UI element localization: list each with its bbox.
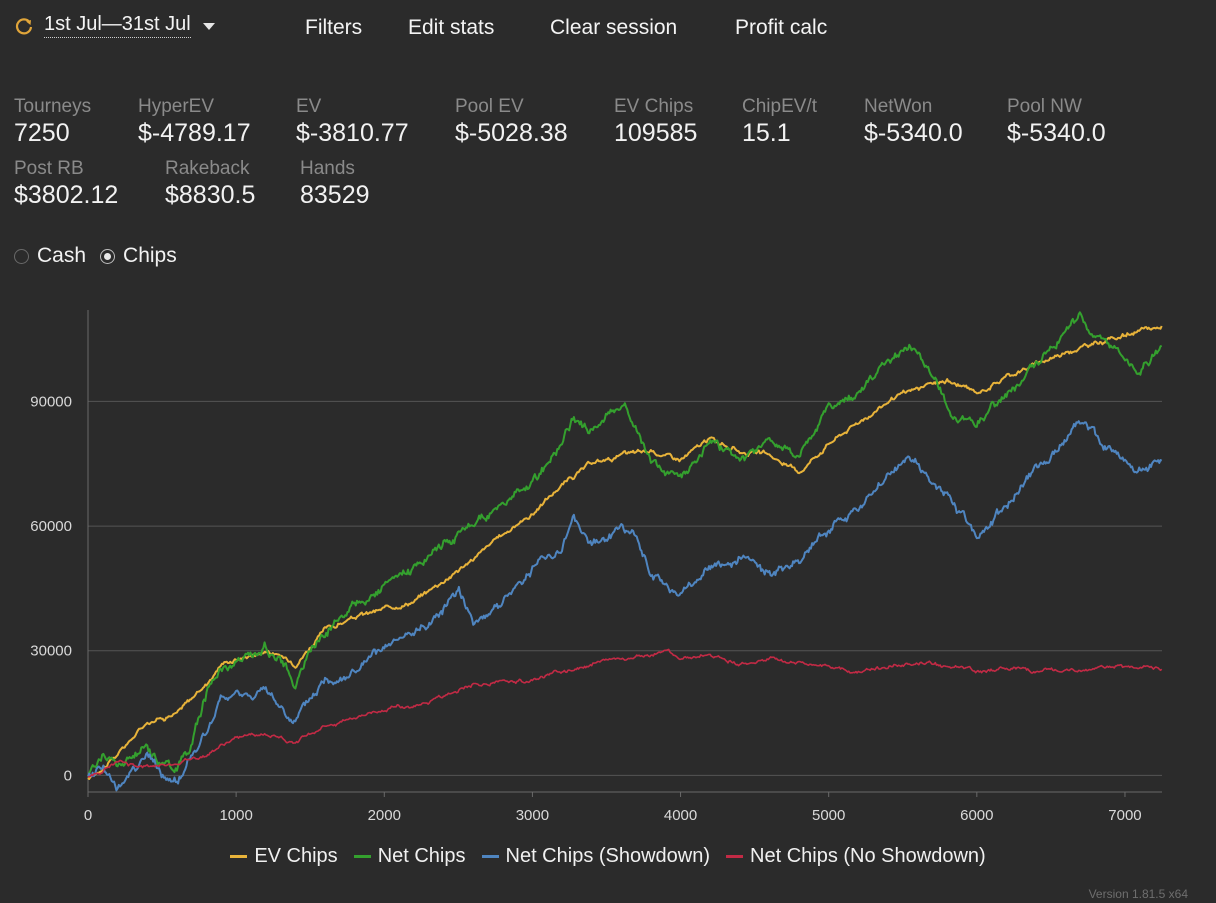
stat-value: 83529 — [300, 181, 370, 209]
stat-value: 7250 — [14, 119, 70, 147]
stat-label: Pool NW — [1007, 96, 1082, 117]
toolbar: 1st Jul—31st Jul Filters Edit stats Clea… — [0, 0, 1216, 56]
stat-value: $-5340.0 — [1007, 119, 1106, 147]
y-tick-label: 90000 — [30, 393, 72, 410]
stat-value: $8830.5 — [165, 181, 256, 209]
y-tick-label: 0 — [64, 767, 72, 784]
chart-grid — [88, 400, 1162, 776]
legend-item-ev-chips[interactable]: EV Chips — [230, 845, 338, 868]
x-tick-label: 0 — [84, 807, 92, 824]
edit-stats-button[interactable]: Edit stats — [408, 16, 495, 39]
stat-ev-chips: EV Chips 109585 — [614, 96, 697, 148]
series-line-net-chips-showdown — [87, 420, 1163, 792]
series-line-net-chips — [88, 311, 1163, 775]
view-mode-toggle: Cash Chips — [14, 244, 191, 268]
refresh-icon[interactable] — [14, 16, 34, 36]
legend-item-net-chips[interactable]: Net Chips — [353, 845, 466, 868]
stat-label: ChipEV/t — [742, 96, 817, 117]
stat-value: $-5340.0 — [864, 119, 963, 147]
x-tick-label: 4000 — [664, 807, 697, 824]
stat-value: 15.1 — [742, 119, 791, 147]
date-range-text[interactable]: 1st Jul—31st Jul — [44, 13, 191, 38]
radio-cash-circle[interactable] — [14, 248, 29, 264]
legend-label-net-chips-showdown: Net Chips (Showdown) — [505, 845, 711, 867]
x-tick-label: 2000 — [368, 807, 401, 824]
series-line-net-chips-no-showdown — [87, 648, 1163, 778]
stat-label: HyperEV — [138, 96, 215, 117]
stat-label: Post RB — [14, 158, 84, 179]
stat-label: EV Chips — [614, 96, 694, 117]
x-tick-label: 3000 — [516, 807, 549, 824]
legend-label-net-chips: Net Chips — [377, 845, 466, 867]
stat-label: EV — [296, 96, 322, 117]
filters-button[interactable]: Filters — [305, 16, 363, 39]
y-tick-label: 30000 — [30, 643, 72, 660]
legend-item-net-chips-showdown[interactable]: Net Chips (Showdown) — [481, 845, 711, 868]
stat-ev: EV $-3810.77 — [296, 96, 409, 148]
radio-cash-label[interactable]: Cash — [37, 244, 87, 267]
legend-label-net-chips-no-showdown: Net Chips (No Showdown) — [750, 845, 986, 867]
x-tick-label: 1000 — [219, 807, 252, 824]
stat-label: NetWon — [864, 96, 933, 117]
chart-series — [87, 311, 1163, 792]
clear-session-button[interactable]: Clear session — [550, 16, 678, 39]
stat-netwon: NetWon $-5340.0 — [864, 96, 963, 148]
legend-item-net-chips-no-showdown[interactable]: Net Chips (No Showdown) — [726, 845, 986, 868]
stat-value: $-5028.38 — [455, 119, 568, 147]
stat-hyperev: HyperEV $-4789.17 — [138, 96, 251, 148]
stat-label: Rakeback — [165, 158, 250, 179]
radio-chips-circle[interactable] — [100, 248, 116, 264]
profit-chart: 0 30000 60000 90000 0 1000 2000 3000 4000 5000 600… — [30, 310, 1163, 824]
stat-tourneys: Tourneys 7250 — [14, 96, 91, 148]
chart-legend: EV Chips Net Chips Net Chips (Showdown) … — [0, 845, 1216, 868]
date-range-picker[interactable]: 1st Jul—31st Jul — [14, 13, 215, 38]
stat-pool-ev: Pool EV $-5028.38 — [455, 96, 568, 148]
legend-swatch-ev-chips — [230, 855, 248, 858]
stat-hands: Hands 83529 — [300, 158, 370, 210]
radio-chips-label[interactable]: Chips — [123, 244, 177, 267]
legend-swatch-net-chips — [353, 855, 371, 858]
legend-label-ev-chips: EV Chips — [254, 845, 338, 867]
stat-label: Tourneys — [14, 96, 92, 117]
chevron-down-icon[interactable] — [202, 23, 215, 30]
legend-swatch-net-chips-no-showdown — [726, 855, 744, 858]
stat-value: $-4789.17 — [138, 119, 251, 147]
stat-chipev-per-t: ChipEV/t 15.1 — [742, 96, 817, 148]
stat-label: Pool EV — [455, 96, 524, 117]
stat-rakeback: Rakeback $8830.5 — [165, 158, 255, 210]
x-tick-label: 6000 — [960, 807, 993, 824]
version-label: Version 1.81.5 x64 — [1088, 887, 1188, 901]
y-tick-label: 60000 — [30, 518, 72, 535]
stat-label: Hands — [300, 158, 355, 179]
radio-cash[interactable]: Cash — [14, 244, 86, 268]
stat-value: $3802.12 — [14, 181, 119, 209]
legend-swatch-net-chips-showdown — [481, 855, 499, 858]
profit-calc-button[interactable]: Profit calc — [735, 16, 828, 39]
chart-axes: 0 30000 60000 90000 0 1000 2000 3000 4000 5000 600… — [30, 310, 1162, 824]
stat-pool-nw: Pool NW $-5340.0 — [1007, 96, 1106, 148]
x-tick-label: 5000 — [812, 807, 845, 824]
stat-value: 109585 — [614, 119, 698, 147]
stat-post-rb: Post RB $3802.12 — [14, 158, 118, 210]
stat-value: $-3810.77 — [296, 119, 409, 147]
x-tick-label: 7000 — [1108, 807, 1141, 824]
radio-chips[interactable]: Chips — [100, 244, 177, 268]
series-line-ev-chips — [87, 325, 1163, 780]
